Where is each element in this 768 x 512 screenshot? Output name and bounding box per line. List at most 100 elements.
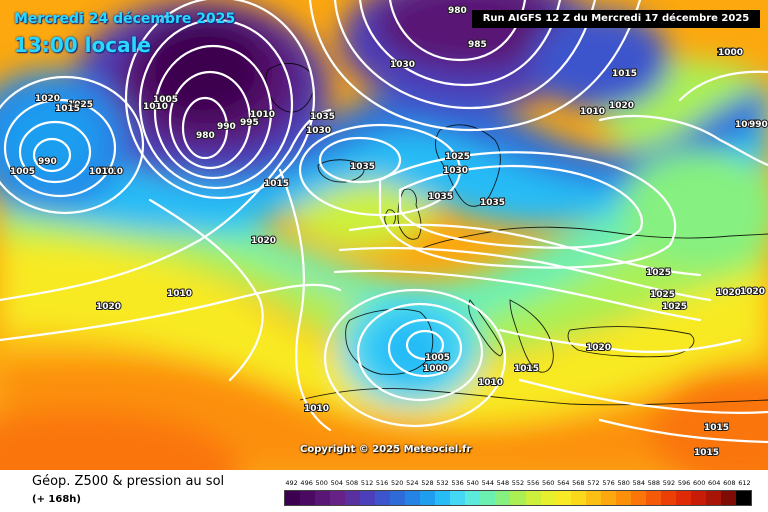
legend-label: 580 — [617, 479, 630, 487]
isobar — [598, 418, 768, 444]
isobar-label: 1010 — [143, 102, 168, 112]
isobar — [168, 70, 252, 170]
color-legend — [284, 490, 752, 506]
legend-swatch — [705, 491, 721, 505]
legend-swatch — [450, 491, 466, 505]
isobar-label: 1005 — [735, 120, 760, 130]
isobar-labels: 9801030985103010151020102510101030102010… — [9, 5, 768, 459]
isobar-label: 1025 — [650, 290, 675, 300]
legend-swatch — [690, 491, 706, 505]
isobar — [318, 136, 402, 184]
legend-label: 556 — [526, 479, 540, 487]
legend-swatch — [510, 491, 526, 505]
legend-swatch — [525, 491, 541, 505]
legend-label: 508 — [345, 479, 359, 487]
legend-label: 564 — [557, 479, 570, 487]
isobar — [308, 0, 642, 132]
legend-label: 584 — [632, 479, 645, 487]
legend-swatch — [540, 491, 556, 505]
isobar — [598, 114, 768, 167]
isobar-label: 1035 — [480, 198, 505, 208]
isobar-label: 1030 — [443, 166, 468, 176]
legend-swatch — [465, 491, 481, 505]
isobar — [398, 165, 643, 249]
isobar-label: 1010 — [478, 378, 503, 388]
isobar-label: 1035 — [350, 162, 375, 172]
isobar — [338, 246, 712, 302]
isobar-label: 1015 — [514, 364, 539, 374]
isobar — [124, 0, 316, 200]
isobar-label: 1020 — [35, 94, 60, 104]
isobar — [148, 198, 264, 382]
isobar — [181, 96, 229, 160]
legend-swatch — [615, 491, 631, 505]
isobar — [348, 223, 702, 277]
isobar-label: 1025 — [68, 100, 93, 110]
run-info-banner: Run AIGFS 12 Z du Mercredi 17 décembre 2… — [472, 10, 760, 28]
legend-label: 500 — [315, 479, 328, 487]
isobar-label: 1025 — [646, 268, 671, 278]
isobar-label: 1000 — [718, 48, 743, 58]
isobar-label: 1010 — [167, 289, 192, 299]
legend-label: 528 — [421, 479, 434, 487]
isobar — [518, 378, 768, 414]
isobar-label: 990 — [749, 120, 768, 130]
isobar-label: 1025 — [445, 152, 470, 162]
legend-label: 492 — [285, 479, 298, 487]
legend-swatch — [570, 491, 586, 505]
legend-swatch — [495, 491, 511, 505]
isobar-label: 1020 — [609, 101, 634, 111]
isobar — [358, 0, 562, 87]
isobar-label: 1015 — [694, 448, 719, 458]
isobar-label: 1010 — [250, 110, 275, 120]
legend-label: 608 — [723, 479, 736, 487]
isobar-label: 1020 — [716, 288, 741, 298]
isobar-label: 1015 — [264, 179, 289, 189]
legend-label: 596 — [677, 479, 691, 487]
legend-label: 520 — [391, 479, 404, 487]
legend-swatch — [375, 491, 391, 505]
isobar — [333, 269, 702, 322]
isobar — [138, 18, 294, 190]
valid-date: Mercredi 24 décembre 2025 — [14, 11, 236, 27]
legend-swatch — [660, 491, 676, 505]
legend-label: 560 — [541, 479, 555, 487]
isobar — [498, 328, 742, 354]
legend-swatch — [285, 491, 301, 505]
isobar — [32, 137, 72, 173]
isobar-label: 1005 — [425, 353, 450, 363]
legend-label: 512 — [360, 479, 374, 487]
legend-label: 572 — [587, 479, 600, 487]
geopotential-map: 9801030985103010151020102510101030102010… — [0, 0, 768, 470]
isobar-label: 990 — [38, 157, 57, 167]
isobar-label: 1020 — [586, 343, 611, 353]
legend-label: 532 — [436, 479, 449, 487]
legend-label: 548 — [496, 479, 510, 487]
isobar-label: 1015 — [612, 69, 637, 79]
isobar-label: 1020 — [96, 302, 121, 312]
isobar — [405, 329, 445, 361]
legend-label: 496 — [300, 479, 313, 487]
legend-swatch — [390, 491, 406, 505]
isobar — [18, 120, 92, 184]
local-time: 13:00 locale — [14, 33, 151, 57]
legend-swatch — [645, 491, 661, 505]
isobar-label: 995 — [240, 118, 259, 128]
legend-swatch — [315, 491, 331, 505]
legend-label: 536 — [451, 479, 464, 487]
isobar — [356, 302, 484, 402]
isobar — [378, 151, 677, 269]
legend-label: 592 — [662, 479, 676, 487]
legend-label: 600 — [692, 479, 706, 487]
legend-label: 504 — [330, 479, 344, 487]
isobar — [153, 44, 273, 180]
legend-label: 544 — [481, 479, 495, 487]
legend-swatch — [330, 491, 346, 505]
isobar — [3, 98, 117, 198]
legend-swatch — [480, 491, 496, 505]
isobar-label: 1035 — [428, 192, 453, 202]
isobar-label: 1030 — [390, 60, 415, 70]
legend-swatch — [405, 491, 421, 505]
legend-swatch — [600, 491, 616, 505]
